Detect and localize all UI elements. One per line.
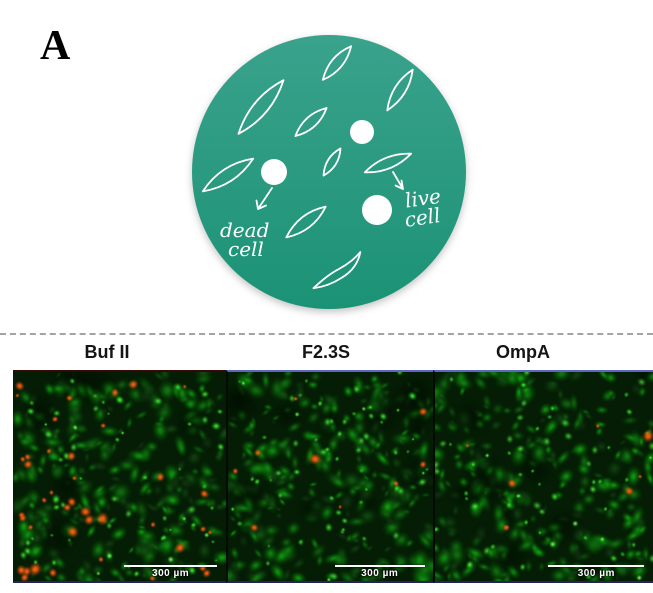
dead-cell-outline-icon xyxy=(199,153,257,197)
live-cell-dots xyxy=(261,120,392,225)
micrograph-bufii-image xyxy=(13,372,226,581)
microscopy-strip: 300 µm 300 µm 300 µm xyxy=(13,370,653,583)
dead-cell-outline-icon xyxy=(292,104,331,140)
dead-cell-label-line1: dead xyxy=(220,218,269,242)
scale-bar-text: 300 µm xyxy=(152,568,190,579)
live-cell-label-line2: cell xyxy=(403,203,442,232)
dead-cell-outline-icon xyxy=(319,43,356,84)
live-cell-label-line1: live xyxy=(403,184,442,213)
dead-cell-outline-icon xyxy=(283,202,330,242)
panel-label-f23s: F2.3S xyxy=(301,342,351,362)
scale-bar-text: 300 µm xyxy=(361,568,399,579)
live-cell-dot-icon xyxy=(362,195,392,225)
live-cell-label: live cell xyxy=(403,184,442,232)
scale-bar-line xyxy=(123,565,218,567)
live-cell-dot-icon xyxy=(261,159,287,185)
scale-bar-text: 300 µm xyxy=(577,568,615,579)
petri-dish-schematic: dead cell live cell xyxy=(192,35,466,309)
dead-cell-label-line2: cell xyxy=(228,237,264,261)
micrograph-ompa: 300 µm xyxy=(433,370,653,583)
micrograph-f23s: 300 µm xyxy=(226,370,433,583)
dead-cell-outline-icon xyxy=(383,67,418,114)
micrograph-f23s-image xyxy=(228,372,433,581)
section-divider xyxy=(0,333,653,335)
live-cell-arrow-icon xyxy=(392,171,404,190)
dead-cell-label: dead cell xyxy=(220,218,269,261)
micrograph-bufii: 300 µm xyxy=(13,370,226,583)
panel-label-ompa: OmpA xyxy=(496,342,550,362)
panel-label-bufii: Buf II xyxy=(84,342,130,362)
dead-cell-outline-icon xyxy=(307,252,366,289)
scale-bar: 300 µm xyxy=(334,565,425,579)
panel-a-label: A xyxy=(40,23,71,69)
scale-bar-line xyxy=(548,565,645,567)
live-cell-dot-icon xyxy=(350,120,374,144)
dead-cell-outline-icon xyxy=(363,149,413,178)
scale-bar: 300 µm xyxy=(123,565,218,579)
micrograph-ompa-image xyxy=(435,372,653,581)
dead-cell-outline-icon xyxy=(320,146,344,178)
scale-bar-line xyxy=(334,565,425,567)
dead-cell-outline-icon xyxy=(233,76,289,139)
dead-cell-outlines xyxy=(199,43,417,289)
dead-cell-arrow-icon xyxy=(255,187,273,210)
scale-bar: 300 µm xyxy=(548,565,645,579)
